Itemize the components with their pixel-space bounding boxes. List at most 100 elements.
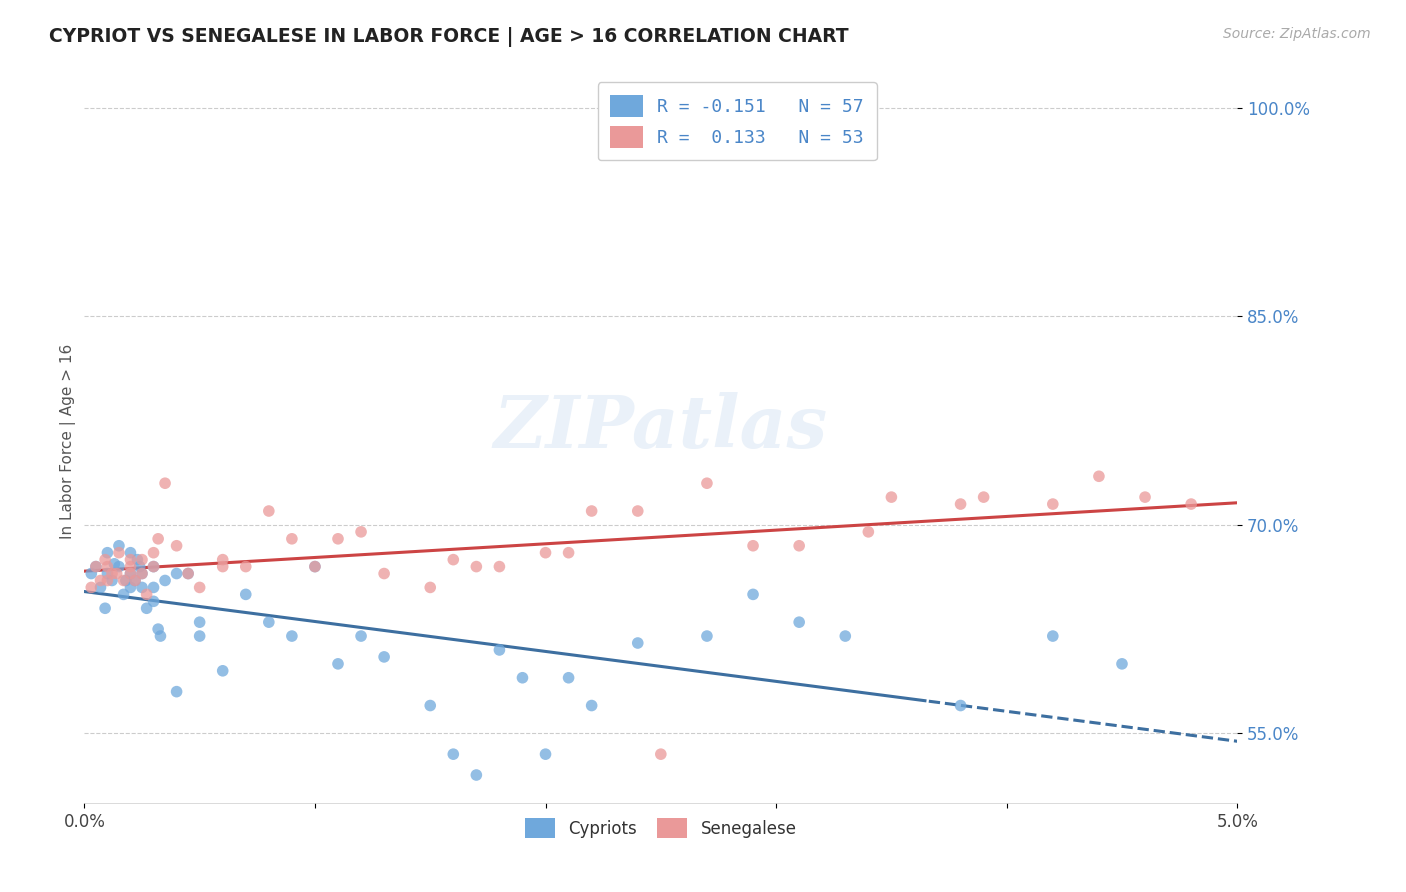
Point: [94, 552, 117, 566]
Point: [166, 684, 188, 698]
Point: [96, 574, 118, 588]
Point: [120, 566, 142, 581]
Point: [84, 559, 107, 574]
Point: [211, 552, 233, 566]
Point: [96, 546, 118, 560]
Point: [304, 559, 326, 574]
Point: [973, 490, 995, 504]
Point: [131, 581, 153, 595]
Point: [257, 615, 280, 630]
Point: [211, 559, 233, 574]
Point: [512, 671, 534, 685]
Point: [441, 747, 464, 761]
Point: [373, 566, 395, 581]
Point: [350, 524, 373, 539]
Point: [120, 552, 142, 566]
Point: [120, 546, 142, 560]
Point: [177, 566, 200, 581]
Point: [281, 629, 304, 643]
Point: [146, 532, 169, 546]
Point: [135, 601, 157, 615]
Point: [880, 490, 903, 504]
Point: [142, 559, 165, 574]
Point: [80, 581, 103, 595]
Point: [105, 566, 128, 581]
Point: [96, 559, 118, 574]
Point: [949, 698, 972, 713]
Text: CYPRIOT VS SENEGALESE IN LABOR FORCE | AGE > 16 CORRELATION CHART: CYPRIOT VS SENEGALESE IN LABOR FORCE | A…: [49, 27, 849, 46]
Point: [135, 587, 157, 601]
Point: [108, 559, 131, 574]
Point: [108, 546, 131, 560]
Point: [128, 559, 150, 574]
Point: [441, 552, 464, 566]
Point: [188, 629, 211, 643]
Point: [142, 581, 165, 595]
Point: [696, 629, 718, 643]
Text: ZIPatlas: ZIPatlas: [494, 392, 828, 463]
Point: [124, 574, 146, 588]
Point: [103, 557, 125, 571]
Point: [304, 559, 326, 574]
Point: [142, 546, 165, 560]
Point: [101, 566, 124, 581]
Point: [581, 504, 603, 518]
Point: [235, 559, 257, 574]
Point: [108, 539, 131, 553]
Point: [696, 476, 718, 491]
Point: [650, 747, 672, 761]
Point: [326, 532, 349, 546]
Point: [1180, 497, 1202, 511]
Point: [89, 574, 111, 588]
Point: [89, 581, 111, 595]
Point: [465, 559, 488, 574]
Point: [419, 581, 441, 595]
Point: [373, 649, 395, 664]
Point: [1088, 469, 1111, 483]
Point: [146, 622, 169, 636]
Point: [127, 552, 149, 566]
Point: [1111, 657, 1133, 671]
Point: [142, 594, 165, 608]
Point: [142, 559, 165, 574]
Point: [742, 539, 765, 553]
Point: [742, 587, 765, 601]
Point: [534, 546, 557, 560]
Legend: Cypriots, Senegalese: Cypriots, Senegalese: [519, 812, 803, 845]
Point: [488, 643, 510, 657]
Point: [188, 581, 211, 595]
Point: [627, 636, 650, 650]
Point: [787, 615, 810, 630]
Point: [177, 566, 200, 581]
Point: [120, 559, 142, 574]
Point: [131, 566, 153, 581]
Point: [465, 768, 488, 782]
Point: [257, 504, 280, 518]
Point: [211, 664, 233, 678]
Point: [149, 629, 172, 643]
Point: [326, 657, 349, 671]
Point: [112, 587, 135, 601]
Y-axis label: In Labor Force | Age > 16: In Labor Force | Age > 16: [60, 344, 76, 539]
Point: [84, 559, 107, 574]
Point: [124, 574, 146, 588]
Point: [80, 566, 103, 581]
Point: [101, 574, 124, 588]
Point: [488, 559, 510, 574]
Point: [419, 698, 441, 713]
Point: [1133, 490, 1156, 504]
Point: [120, 566, 142, 581]
Point: [650, 823, 672, 838]
Point: [94, 601, 117, 615]
Point: [115, 574, 138, 588]
Point: [120, 581, 142, 595]
Point: [188, 615, 211, 630]
Point: [581, 698, 603, 713]
Point: [1042, 497, 1064, 511]
Point: [557, 671, 579, 685]
Point: [858, 524, 880, 539]
Point: [153, 476, 176, 491]
Point: [166, 566, 188, 581]
Point: [281, 532, 304, 546]
Point: [153, 574, 176, 588]
